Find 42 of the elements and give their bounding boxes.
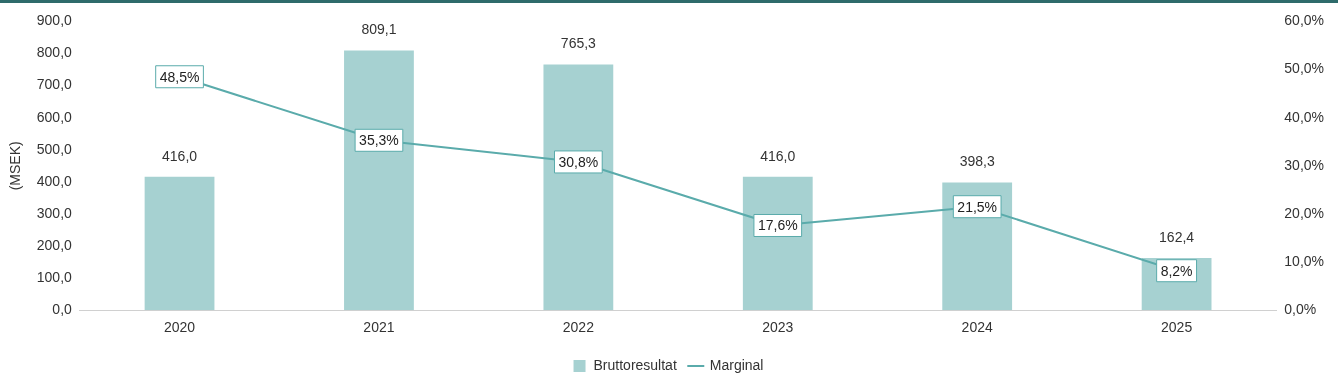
data-label: 416,0 — [162, 147, 198, 164]
legend-label: Bruttoresultat — [593, 356, 677, 373]
x-tick-label: 2025 — [1161, 319, 1193, 336]
y-tick-label: 0,0 — [52, 301, 73, 318]
y2-tick-label: 30,0% — [1284, 156, 1325, 173]
legend-label: Marginal — [709, 356, 764, 373]
bar — [742, 176, 813, 311]
y-tick-label: 500,0 — [36, 140, 73, 157]
y2-tick-label: 0,0% — [1284, 301, 1317, 318]
y2-tick-label: 60,0% — [1284, 12, 1325, 29]
data-label: 17,6% — [757, 217, 798, 234]
x-tick-label: 2022 — [562, 319, 595, 336]
data-label: 398,3 — [959, 153, 995, 170]
bar — [942, 182, 1013, 311]
y-tick-label: 300,0 — [36, 204, 73, 221]
data-label: 30,8% — [558, 153, 599, 170]
y-tick-label: 900,0 — [36, 12, 73, 29]
data-label: 765,3 — [560, 35, 597, 52]
y-tick-label: 100,0 — [36, 268, 73, 285]
y-axis-title: (MSEK) — [7, 141, 24, 191]
x-tick-label: 2021 — [363, 319, 395, 336]
x-tick-label: 2024 — [961, 319, 993, 336]
y-tick-label: 400,0 — [36, 172, 73, 189]
data-label: 416,0 — [760, 147, 796, 164]
data-label: 809,1 — [361, 21, 397, 38]
y2-tick-label: 20,0% — [1284, 204, 1325, 221]
bar — [344, 50, 414, 311]
bar — [144, 176, 215, 311]
y2-tick-label: 50,0% — [1284, 60, 1325, 77]
y2-tick-label: 40,0% — [1284, 108, 1325, 125]
bar — [543, 64, 614, 311]
y-tick-label: 800,0 — [36, 44, 73, 61]
x-tick-label: 2023 — [762, 319, 794, 336]
data-label: 48,5% — [159, 68, 200, 85]
y2-tick-label: 10,0% — [1284, 252, 1325, 269]
data-label: 21,5% — [957, 198, 998, 215]
data-label: 35,3% — [359, 132, 399, 149]
y-tick-label: 700,0 — [36, 76, 73, 93]
data-label: 162,4 — [1159, 228, 1195, 245]
y-tick-label: 600,0 — [36, 108, 73, 125]
y-tick-label: 200,0 — [36, 236, 73, 253]
x-tick-label: 2020 — [163, 319, 196, 336]
